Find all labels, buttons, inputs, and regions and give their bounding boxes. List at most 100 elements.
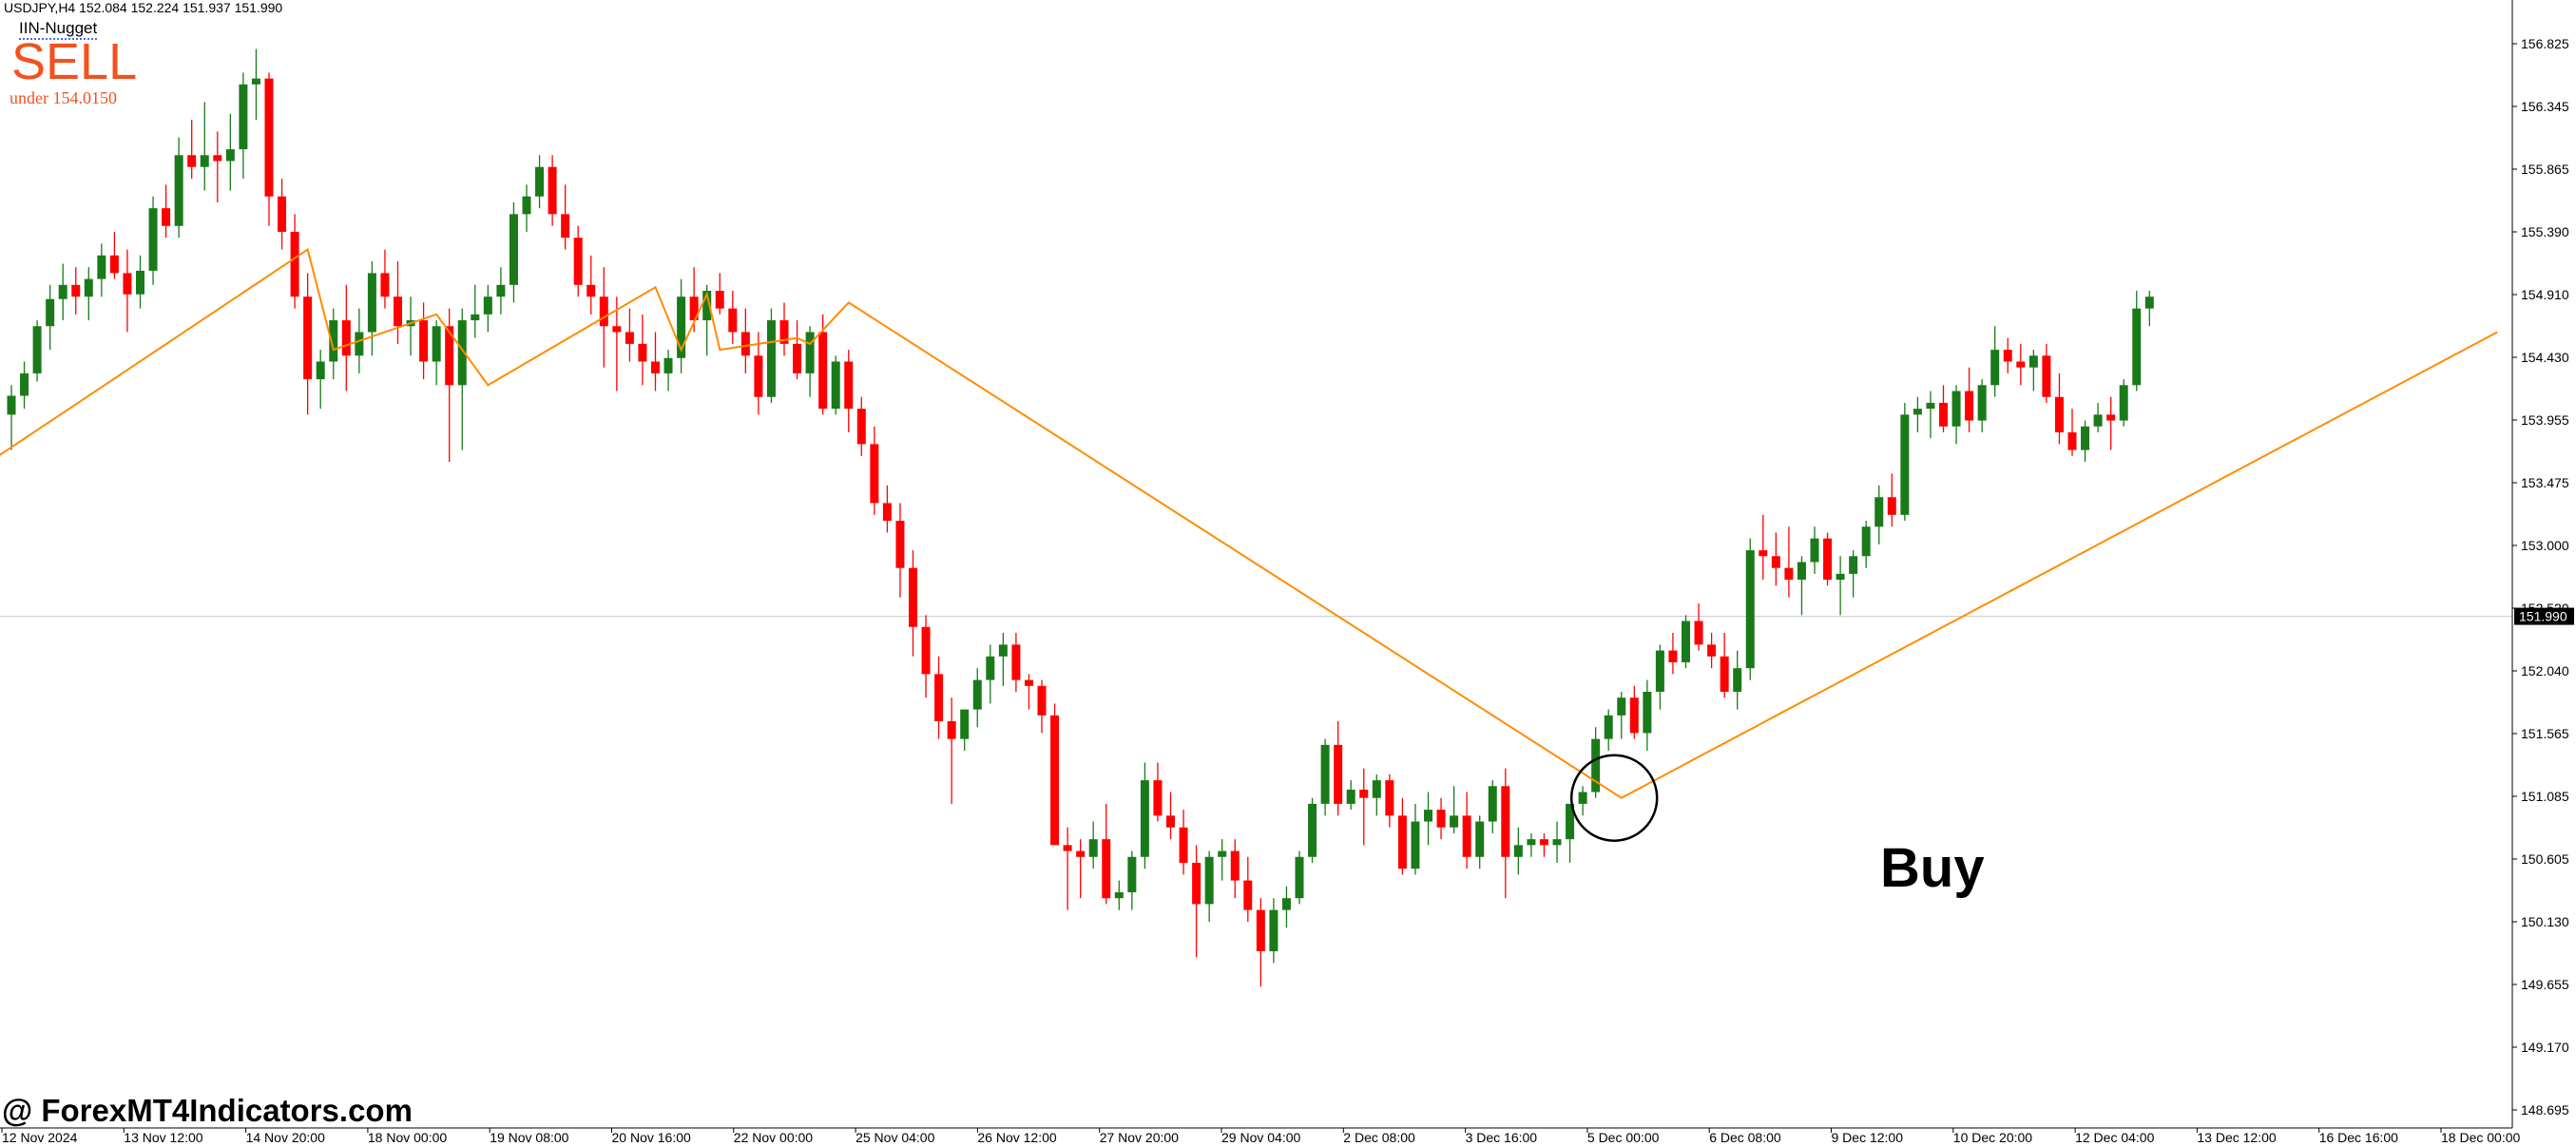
y-tick-label: 149.170 [2521,1040,2569,1055]
candle-bull [1900,414,1910,515]
candle-bull [136,270,144,295]
zigzag-line [0,247,2498,799]
candle-bull [1951,391,1961,427]
candle-bear [1230,850,1240,881]
candle-bull [960,709,970,739]
y-tick-label: 149.655 [2521,977,2569,992]
candle-bear [1887,497,1896,515]
x-tick-label: 25 Nov 04:00 [855,1130,934,1145]
y-tick-label: 155.390 [2521,224,2569,239]
candle-bull [1320,744,1330,804]
candle-bull [1372,780,1381,798]
buy-signal-circle [1569,754,1659,842]
candle-bull [329,320,338,362]
candle-bear [740,332,750,356]
candle-bear [934,674,944,722]
candle-bull [1926,402,1935,410]
x-tick-label: 26 Nov 12:00 [977,1130,1056,1145]
candle-bear [1385,780,1394,816]
signal-detail: under 154.0150 [10,88,117,107]
candle-bull [805,332,815,373]
candle-bear [715,291,724,309]
candle-bear [1629,697,1639,734]
candle-bull [1527,839,1536,846]
candle-bull [998,644,1008,657]
candle-bear [2106,414,2116,421]
candle-bull [1281,898,1291,910]
candle-bear [394,296,402,327]
candle-bear [1256,909,1265,952]
x-tick-label: 5 Dec 00:00 [1587,1130,1660,1145]
x-tick-label: 16 Dec 16:00 [2319,1130,2398,1145]
candle-bear [1076,850,1086,857]
candle-bull [1591,738,1601,793]
candle-bull [1552,839,1562,846]
signal-text: SELL [11,33,138,90]
candle-bull [1269,909,1278,952]
candle-bull [1424,810,1432,822]
candle-bull [2119,385,2128,421]
candle-bear [548,166,557,215]
candle-bear [599,296,608,327]
current-price-box [2514,607,2574,625]
current-price-label: 151.990 [2519,609,2567,624]
candle-bear [109,255,119,274]
candle-bear [895,521,905,568]
candle-bull [1475,821,1485,857]
candle-bull [522,196,531,215]
candle-bear [1668,650,1678,662]
candle-bull [7,395,16,415]
candle-bull [1733,668,1742,693]
candle-bear [1965,391,1974,421]
symbol-ohlc-label: USDJPY,H4 152.084 152.224 151.937 151.99… [4,0,283,15]
y-tick-label: 153.000 [2521,538,2569,553]
candle-bull [1578,792,1587,804]
buy-annotation-label: Buy [1880,837,1985,899]
x-tick-label: 9 Dec 12:00 [1832,1130,1904,1145]
candle-bear [586,284,596,297]
x-tick-label: 18 Nov 00:00 [368,1130,447,1145]
candle-bear [1784,567,1794,581]
candle-bull [663,357,673,373]
y-tick-label: 151.565 [2521,726,2569,741]
candle-bear [1501,786,1510,857]
candle-bear [754,355,763,397]
x-tick-label: 12 Dec 04:00 [2075,1130,2154,1145]
zigzag-group [0,247,2498,799]
candle-bull [239,84,248,150]
candle-bull [986,656,995,680]
candle-bull [1849,556,1858,574]
candle-bear [162,208,171,226]
candle-bear [1050,715,1060,846]
candle-bull [1127,856,1137,893]
candle-bear [1243,880,1253,910]
y-tick-label: 154.910 [2521,287,2569,302]
y-tick-label: 148.695 [2521,1102,2569,1117]
candle-bear [1771,556,1780,568]
candle-bear [290,231,299,297]
candle-bull [1488,786,1497,822]
candle-bear [341,320,351,356]
candle-bull [97,255,106,279]
candle-bear [1037,685,1047,716]
candle-bull [1655,650,1664,693]
candle-bull [432,326,441,362]
candle-bull [483,296,492,315]
candle-bull [1114,892,1124,899]
candle-bull [1836,573,1845,581]
y-tick-label: 150.605 [2521,851,2569,867]
candle-bear [445,326,454,386]
candle-bear [380,273,390,297]
candle-bull [2081,426,2090,450]
candle-bull [1218,850,1227,857]
candle-bull [677,296,686,358]
candle-bull [1913,409,1922,415]
candle-bear [1153,780,1163,816]
candle-bear [278,196,287,232]
annotation-group [1569,754,1659,842]
candle-bear [2067,431,2077,450]
candle-bear [1166,815,1175,828]
candle-bull [174,155,183,226]
